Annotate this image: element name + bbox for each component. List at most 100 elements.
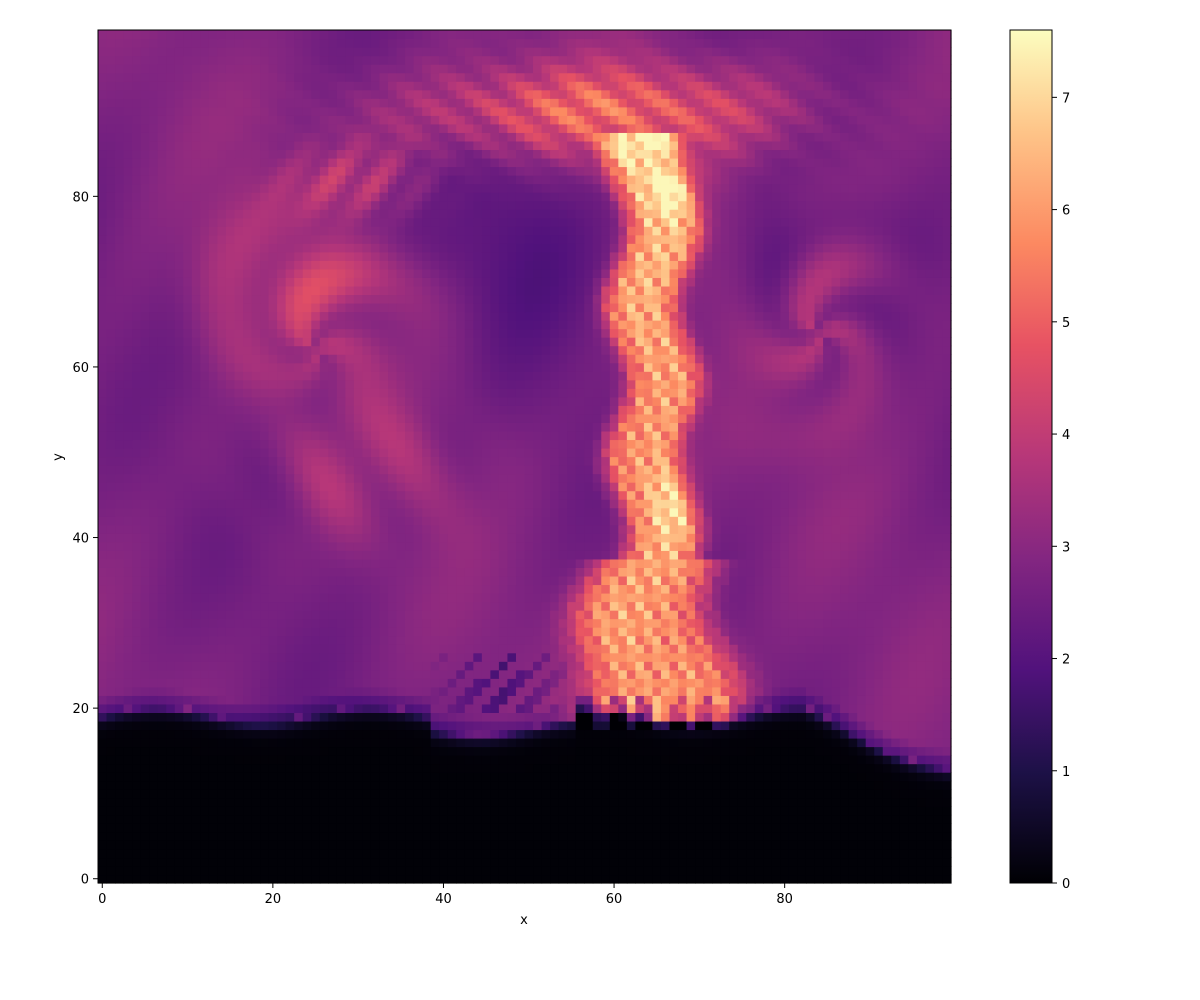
heatmap-cell	[149, 780, 159, 790]
heatmap-cell	[848, 831, 858, 841]
heatmap-cell	[507, 814, 517, 824]
heatmap-cell	[618, 550, 628, 560]
heatmap-cell	[916, 635, 927, 645]
heatmap-cell	[695, 755, 705, 765]
heatmap-cell	[149, 729, 159, 739]
heatmap-cell	[857, 746, 867, 756]
heatmap-cell	[225, 473, 236, 483]
heatmap-cell	[737, 712, 747, 722]
heatmap-cell	[388, 635, 398, 645]
heatmap-cell	[123, 507, 133, 517]
heatmap-cell	[328, 678, 338, 688]
heatmap-cell	[908, 712, 918, 722]
heatmap-cell	[831, 848, 841, 859]
heatmap-cell	[720, 865, 730, 876]
heatmap-cell	[447, 806, 457, 816]
heatmap-cell	[98, 635, 108, 645]
heatmap-cell	[584, 550, 594, 560]
heatmap-cell	[498, 797, 509, 807]
heatmap-cell	[652, 780, 662, 790]
heatmap-cell	[191, 814, 201, 824]
heatmap-cell	[115, 516, 125, 526]
heatmap-cell	[311, 720, 321, 731]
heatmap-cell	[106, 763, 116, 773]
heatmap-cell	[643, 601, 654, 611]
heatmap-cell	[874, 592, 884, 603]
heatmap-cell	[626, 806, 636, 816]
heatmap-cell	[396, 857, 406, 867]
heatmap-cell	[805, 610, 816, 620]
heatmap-cell	[430, 635, 440, 645]
heatmap-cell	[174, 516, 184, 526]
heatmap-cell	[370, 669, 381, 679]
heatmap-cell	[763, 524, 773, 534]
heatmap-cell	[328, 857, 338, 867]
heatmap-cell	[388, 567, 398, 577]
heatmap-cell	[626, 831, 636, 841]
heatmap-cell	[268, 558, 278, 568]
heatmap-cell	[891, 720, 901, 731]
heatmap-cell	[200, 695, 210, 705]
heatmap-cell	[584, 456, 594, 466]
heatmap-cell	[405, 652, 415, 662]
heatmap-cell	[695, 661, 705, 671]
heatmap-cell	[891, 669, 901, 679]
heatmap-cell	[277, 482, 287, 492]
heatmap-cell	[814, 567, 824, 577]
heatmap-cell	[678, 652, 688, 662]
heatmap-cell	[916, 456, 927, 466]
heatmap-cell	[490, 848, 500, 859]
heatmap-cell	[609, 806, 619, 816]
heatmap-cell	[754, 712, 764, 722]
heatmap-cell	[353, 627, 364, 637]
heatmap-cell	[635, 703, 645, 713]
heatmap-cell	[328, 737, 338, 748]
heatmap-cell	[942, 516, 952, 526]
heatmap-cell	[592, 865, 602, 876]
heatmap-cell	[388, 703, 398, 713]
heatmap-cell	[285, 857, 295, 867]
heatmap-cell	[840, 490, 850, 500]
heatmap-cell	[106, 644, 116, 654]
heatmap-cell	[149, 814, 159, 824]
heatmap-cell	[754, 686, 764, 696]
heatmap-cell	[669, 780, 679, 790]
heatmap-cell	[763, 755, 773, 765]
heatmap-cell	[260, 746, 270, 756]
heatmap-cell	[797, 490, 807, 500]
heatmap-cell	[336, 575, 346, 586]
heatmap-cell	[336, 635, 346, 645]
heatmap-cell	[413, 635, 423, 645]
heatmap-cell	[686, 652, 696, 662]
heatmap-cell	[208, 652, 219, 662]
heatmap-cell	[123, 712, 133, 722]
heatmap-cell	[908, 780, 918, 790]
heatmap-cell	[490, 678, 500, 688]
heatmap-cell	[814, 755, 824, 765]
heatmap-cell	[686, 695, 696, 705]
heatmap-cell	[447, 678, 457, 688]
heatmap-cell	[618, 635, 628, 645]
heatmap-cell	[686, 644, 696, 654]
heatmap-cell	[413, 831, 423, 841]
heatmap-cell	[243, 720, 253, 731]
heatmap-cell	[814, 703, 824, 713]
heatmap-cell	[515, 465, 526, 475]
heatmap-cell	[831, 797, 841, 807]
heatmap-cell	[703, 507, 713, 517]
heatmap-cell	[550, 473, 560, 483]
heatmap-cell	[746, 507, 756, 517]
heatmap-cell	[908, 806, 918, 816]
heatmap-cell	[234, 507, 244, 517]
heatmap-cell	[601, 746, 611, 756]
heatmap-cell	[541, 575, 551, 586]
heatmap-cell	[149, 686, 159, 696]
heatmap-cell	[481, 712, 491, 722]
heatmap-cell	[498, 763, 509, 773]
heatmap-cell	[507, 823, 517, 833]
heatmap-cell	[157, 857, 167, 867]
heatmap-cell	[183, 729, 193, 739]
heatmap-cell	[456, 695, 466, 705]
heatmap-cell	[754, 865, 764, 876]
heatmap-cell	[498, 857, 509, 867]
